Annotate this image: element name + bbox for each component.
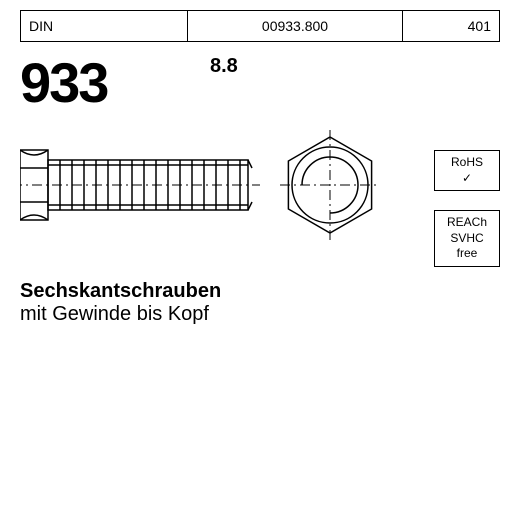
bolt-diagram [20,120,390,250]
reach-badge: REACh SVHC free [434,210,500,267]
header-ref: 401 [403,11,499,41]
desc-line2: mit Gewinde bis Kopf [20,303,221,326]
reach-line3: free [437,246,497,262]
header-code: 00933.800 [188,11,403,41]
reach-line1: REACh [437,215,497,231]
rohs-label: RoHS [437,155,497,171]
desc-line1: Sechskantschrauben [20,280,221,303]
check-icon: ✓ [437,171,497,187]
main-number: 933 [20,50,107,115]
material-grade: 8.8 [210,55,238,78]
header-standard: DIN [21,11,188,41]
description: Sechskantschrauben mit Gewinde bis Kopf [20,280,221,326]
header-table: DIN 00933.800 401 [20,10,500,42]
rohs-badge: RoHS ✓ [434,150,500,191]
reach-line2: SVHC [437,231,497,247]
